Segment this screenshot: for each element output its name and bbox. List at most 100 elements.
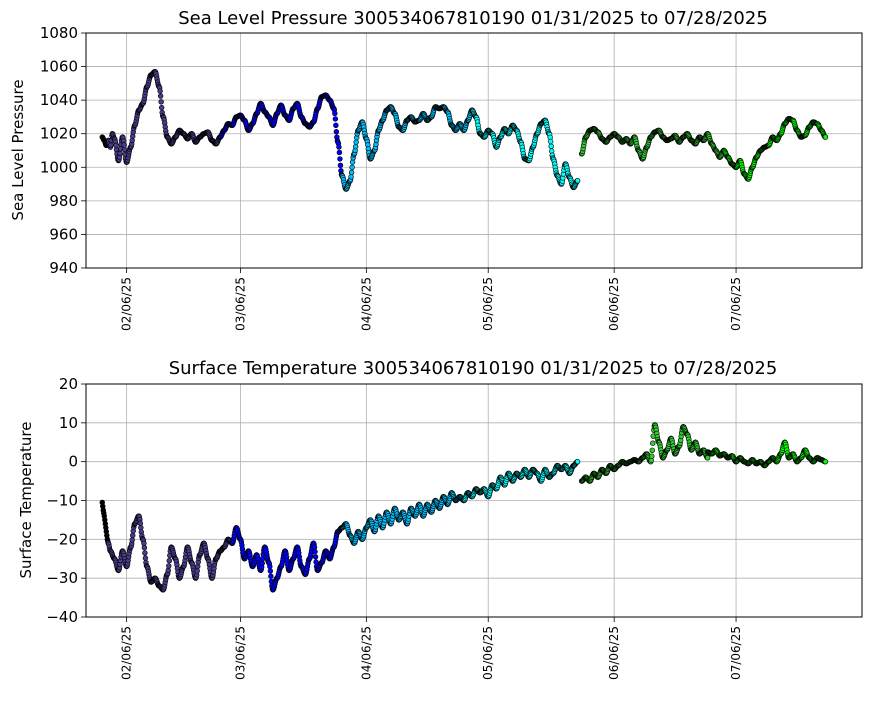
pressure-series-2-point (158, 104, 165, 111)
temperature-series-3-point (260, 556, 266, 562)
temperature-series-4 (339, 490, 467, 546)
pressure-y-tick-label: 1020 (40, 125, 78, 143)
temperature-y-axis-label: Surface Temperature (17, 422, 35, 579)
temperature-series-6-point (649, 447, 655, 453)
pressure-series-5-point (547, 138, 554, 145)
pressure-y-tick-label: 1000 (40, 158, 78, 176)
temperature-series-3-point (312, 548, 318, 555)
pressure-y-tick-label: 1060 (40, 58, 78, 76)
temperature-series-7 (704, 439, 829, 469)
temperature-x-tick-label: 03/06/25 (233, 626, 247, 680)
pressure-y-axis-label: Sea Level Pressure (9, 79, 27, 220)
temperature-x-tick-label: 06/06/25 (607, 626, 621, 680)
temperature-series-2-point (141, 540, 147, 547)
pressure-series-2-point (157, 93, 164, 99)
pressure-series-4-point (349, 159, 356, 165)
pressure-series-4-point (349, 164, 355, 170)
pressure-x-tick-label: 03/06/25 (233, 277, 247, 331)
temperature-y-tick-label: 10 (59, 414, 78, 432)
temperature-x-tick-label: 07/06/25 (729, 626, 743, 680)
temperature-y-ticks: −40 −30 −20 −10 0 10 20 (46, 375, 86, 626)
pressure-series-3-point (332, 110, 338, 117)
temperature-series-2-point (141, 545, 148, 551)
temperature-series-2-point (194, 568, 200, 574)
temperature-chart-title: Surface Temperature 300534067810190 01/3… (169, 358, 778, 379)
pressure-series-7 (721, 115, 829, 182)
pressure-series-4-point (353, 139, 359, 145)
pressure-grid (86, 32, 862, 269)
pressure-series-7-point (822, 134, 829, 140)
pressure-x-tick-label: 06/06/25 (607, 277, 621, 331)
temperature-series-5-point (574, 458, 581, 465)
pressure-x-tick-label: 07/06/25 (729, 277, 743, 331)
pressure-plot-frame (85, 32, 863, 269)
pressure-x-tick-label: 05/06/25 (481, 277, 495, 331)
temperature-series-2-point (195, 563, 201, 570)
pressure-y-tick-label: 960 (49, 225, 78, 243)
pressure-y-tick-label: 1040 (40, 91, 78, 109)
pressure-series-3-point (332, 116, 339, 122)
pressure-series-5-point (574, 178, 581, 184)
temperature-series-2-point (137, 520, 144, 526)
temperature-series-3-point (267, 563, 273, 570)
pressure-chart: Sea Level Pressure 300534067810190 01/31… (9, 8, 863, 331)
pressure-series-4-point (352, 143, 359, 150)
temperature-series-3-point (267, 568, 274, 574)
pressure-series-6 (578, 125, 727, 162)
pressure-x-ticks: 02/06/25 03/06/25 04/06/25 05/06/25 06/06/25… (120, 268, 743, 331)
temperature-series-3-point (268, 573, 274, 579)
temperature-series-1 (99, 499, 112, 546)
temperature-series-3-point (313, 559, 319, 565)
temperature-series-2-point (129, 537, 135, 543)
pressure-series-3-point (337, 156, 343, 162)
temperature-y-tick-label: −10 (46, 492, 78, 510)
pressure-y-ticks: 940 960 980 1000 1020 1040 1060 1080 (40, 24, 86, 277)
temperature-series-2-point (130, 532, 136, 539)
pressure-series-4-point (348, 174, 354, 180)
pressure-series-3-point (337, 162, 344, 169)
temperature-series-2-point (142, 550, 148, 556)
pressure-series-2-point (157, 88, 163, 94)
temperature-series-3-point (312, 554, 319, 560)
temperature-series-2-point (138, 524, 144, 531)
pressure-series-3-point (333, 122, 339, 129)
temperature-grid (86, 383, 862, 618)
temperature-series-2 (105, 513, 235, 593)
temperature-series-6 (578, 422, 711, 484)
pressure-series-2-point (117, 150, 123, 157)
pressure-series-3-point (333, 129, 340, 135)
pressure-series-2 (105, 68, 223, 165)
temperature-x-ticks: 02/06/25 03/06/25 04/06/25 05/06/25 06/06/25… (120, 617, 743, 680)
temperature-y-tick-label: −20 (46, 530, 78, 548)
pressure-y-tick-label: 1080 (40, 24, 78, 42)
temperature-y-tick-label: −40 (46, 608, 78, 626)
temperature-x-tick-label: 02/06/25 (120, 626, 134, 680)
pressure-series (99, 68, 829, 192)
temperature-series-2-point (142, 555, 149, 561)
temperature-series-3-point (259, 560, 265, 566)
pressure-series-2-point (121, 146, 128, 153)
pressure-series-2-point (108, 142, 114, 148)
pressure-chart-title: Sea Level Pressure 300534067810190 01/31… (178, 8, 768, 29)
temperature-x-tick-label: 04/06/25 (359, 626, 373, 680)
pressure-series-3-point (336, 149, 343, 156)
temperature-series-2-point (165, 567, 171, 573)
pressure-series-3 (217, 92, 345, 179)
temperature-y-tick-label: 20 (59, 375, 78, 393)
temperature-y-tick-label: −30 (46, 569, 78, 587)
pressure-series-2-point (121, 142, 127, 148)
pressure-x-tick-label: 04/06/25 (359, 277, 373, 331)
temperature-series-7-point (822, 458, 829, 465)
temperature-chart: Surface Temperature 300534067810190 01/3… (17, 358, 863, 680)
temperature-series-6-point (650, 440, 656, 446)
pressure-y-tick-label: 980 (49, 192, 78, 210)
temperature-series-3-point (311, 544, 318, 550)
pressure-x-tick-label: 02/06/25 (120, 277, 134, 331)
temperature-series-3 (229, 524, 345, 593)
temperature-series (99, 422, 829, 593)
temperature-y-tick-label: 0 (68, 453, 78, 471)
pressure-series-5 (469, 107, 581, 191)
pressure-series-4 (339, 104, 475, 192)
temperature-series-6-point (649, 453, 655, 459)
